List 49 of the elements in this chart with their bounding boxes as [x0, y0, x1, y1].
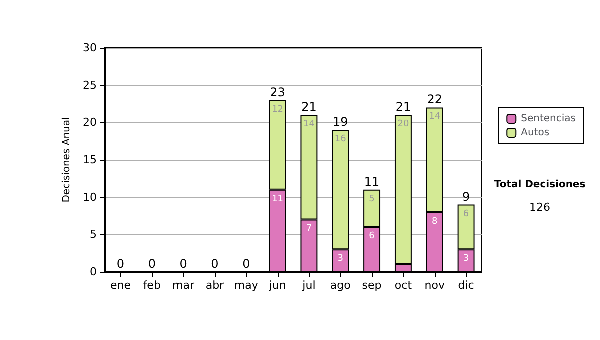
data-label: 6: [369, 232, 376, 242]
data-label: 3: [463, 254, 470, 264]
y-tick-label: 30: [83, 42, 97, 54]
total-label: 0: [211, 257, 219, 271]
total-label: 21: [396, 100, 412, 114]
data-label: 8: [432, 216, 438, 227]
data-label: 20: [398, 120, 410, 130]
total-label: 0: [180, 257, 188, 271]
total-label: 19: [332, 115, 348, 130]
x-tick-label: abr: [206, 279, 225, 292]
x-tick-label: dic: [458, 279, 474, 292]
data-label: 14: [303, 120, 316, 130]
x-tick-label: may: [234, 279, 259, 292]
total-label: 11: [364, 174, 380, 189]
data-label: 7: [306, 224, 312, 234]
y-tick-label: 15: [83, 154, 97, 166]
total-label: 22: [427, 92, 443, 107]
total-label: 0: [116, 257, 125, 271]
data-label: 6: [463, 209, 470, 220]
data-label: 12: [272, 104, 284, 115]
x-tick-label: feb: [143, 279, 161, 292]
total-label: 21: [302, 100, 317, 114]
total-label: 9: [462, 190, 470, 204]
data-label: 11: [272, 194, 284, 204]
text: 126: [530, 201, 550, 214]
x-tick-label: oct: [394, 279, 413, 292]
x-tick-label: ago: [330, 279, 352, 292]
y-axis-title: Decisiones Anual: [62, 117, 73, 203]
y-tick-label: 25: [83, 78, 97, 92]
y-tick-label: 20: [83, 116, 97, 130]
legend-label: Autos: [521, 128, 550, 138]
x-tick-label: jun: [268, 279, 286, 292]
x-tick-label: mar: [172, 279, 196, 292]
total-label: 23: [270, 85, 286, 100]
data-label: 16: [334, 134, 347, 145]
total-label: 0: [148, 257, 156, 271]
total-label: 0: [242, 257, 250, 271]
legend-label: Sentencias: [521, 114, 576, 124]
data-label: 5: [369, 194, 375, 204]
data-label: 14: [429, 112, 441, 122]
text: Total Decisiones: [494, 180, 586, 190]
x-tick-label: sep: [362, 279, 382, 292]
x-tick-label: jul: [302, 279, 316, 292]
y-tick-label: 10: [83, 190, 97, 204]
data-label: 3: [338, 254, 344, 264]
y-tick-label: 0: [90, 266, 97, 278]
x-tick-label: nov: [424, 279, 446, 292]
x-tick-label: ene: [110, 279, 132, 292]
y-tick-label: 5: [90, 228, 97, 242]
